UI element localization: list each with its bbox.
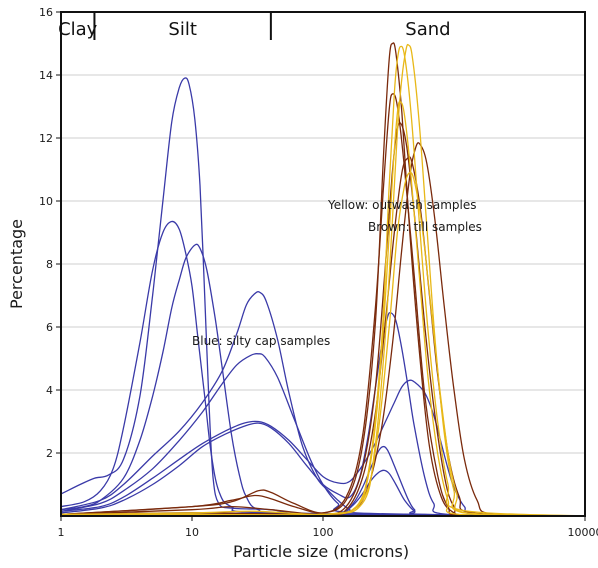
class-label-sand: Sand [405, 19, 450, 40]
y-axis-label: Percentage [7, 219, 26, 309]
series-blue-7 [60, 311, 586, 517]
axis-ticks: 2 4 6 8 10 12 14 16 1 10 100 10000 [39, 6, 598, 539]
series-yellow-18 [60, 171, 586, 517]
series-blue-4 [60, 291, 586, 517]
y-tick-label-10: 10 [39, 195, 53, 208]
x-tick-label-10: 10 [185, 526, 199, 539]
series-blue-8 [60, 445, 586, 517]
series-blue-1 [60, 77, 586, 517]
series-brown-14 [60, 142, 586, 517]
x-tick-label-10000: 10000 [568, 526, 598, 539]
y-tick-label-12: 12 [39, 132, 53, 145]
y-tick-label-4: 4 [46, 384, 53, 397]
series-brown-11 [60, 93, 585, 517]
y-tick-label-8: 8 [46, 258, 53, 271]
series-group [60, 42, 586, 517]
series-blue-6 [60, 379, 586, 517]
annotation-yellow: Yellow: outwash samples [327, 198, 477, 212]
annotation-brown: Brown: till samples [368, 220, 482, 234]
annotation-blue: Blue: silty cap samples [192, 334, 330, 348]
x-tick-label-1: 1 [58, 526, 65, 539]
y-tick-label-14: 14 [39, 69, 53, 82]
y-tick-label-2: 2 [46, 447, 53, 460]
size-class-bar: Clay Silt Sand [58, 12, 451, 40]
class-label-clay: Clay [58, 19, 98, 40]
series-brown-12 [60, 122, 585, 517]
series-brown-10 [60, 42, 585, 517]
y-tick-label-16: 16 [39, 6, 53, 19]
x-axis-label: Particle size (microns) [233, 542, 409, 561]
series-blue-5 [60, 353, 586, 517]
series-yellow-17 [60, 100, 586, 517]
x-tick-label-100: 100 [313, 526, 334, 539]
y-tick-label-6: 6 [46, 321, 53, 334]
series-yellow-15 [60, 45, 586, 517]
class-label-silt: Silt [168, 19, 197, 40]
series-blue-3 [60, 243, 586, 517]
series-blue-2 [60, 220, 586, 517]
series-yellow-16 [60, 43, 586, 517]
